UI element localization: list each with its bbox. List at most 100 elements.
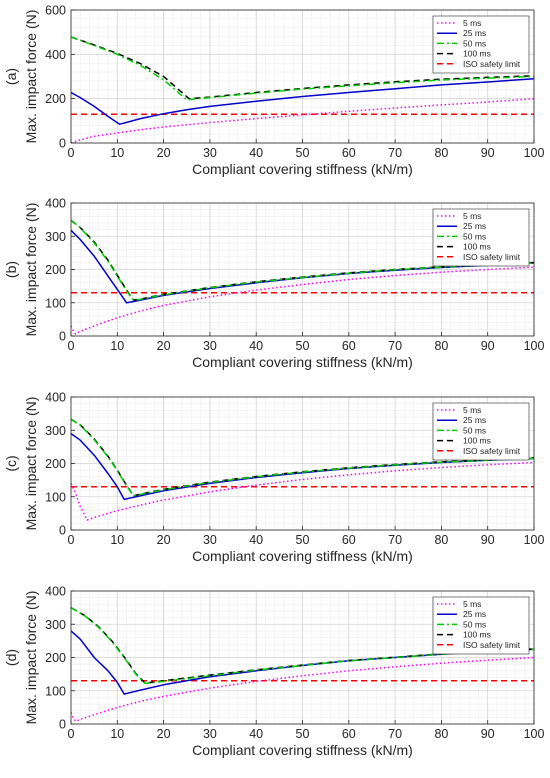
legend-label: 25 ms: [463, 221, 486, 231]
x-tick-label: 60: [342, 146, 356, 160]
y-tick-label: 0: [59, 330, 66, 344]
panel-label: (a): [3, 68, 19, 85]
y-tick-label: 200: [45, 651, 66, 665]
x-tick-label: 70: [388, 339, 402, 353]
legend-label: 100 ms: [463, 436, 491, 446]
series-line-50-ms: [71, 219, 534, 301]
panel-1: 0 10 20 30 40 50 60 70 80 90 100 0 200 400 600 Complian…: [3, 4, 544, 178]
x-tick-label: 40: [249, 727, 263, 741]
legend-label: 25 ms: [463, 28, 486, 38]
panel-label: (b): [3, 261, 19, 278]
panel-label: (d): [3, 649, 19, 666]
x-axis-label: Compliant covering stiffness (kN/m): [192, 354, 413, 370]
x-tick-label: 50: [296, 146, 310, 160]
y-tick-label: 300: [45, 618, 66, 632]
x-tick-label: 0: [68, 339, 75, 353]
x-tick-label: 50: [296, 339, 310, 353]
y-tick-label: 200: [45, 92, 66, 106]
y-tick-label: 200: [45, 457, 66, 471]
panel-3: 0 10 20 30 40 50 60 70 80 90 100 0 100 200 300 400 Compl…: [3, 391, 544, 565]
x-tick-label: 90: [481, 339, 495, 353]
legend-label: 5 ms: [463, 18, 481, 28]
legend-label: 50 ms: [463, 231, 486, 241]
x-tick-label: 80: [434, 533, 448, 547]
y-tick-label: 100: [45, 490, 66, 504]
legend-label: 25 ms: [463, 609, 486, 619]
x-tick-label: 30: [203, 146, 217, 160]
y-tick-label: 400: [45, 585, 66, 599]
legend-label: 50 ms: [463, 619, 486, 629]
x-tick-label: 80: [434, 727, 448, 741]
x-tick-label: 100: [524, 339, 545, 353]
y-tick-label: 400: [45, 48, 66, 62]
x-tick-label: 90: [481, 727, 495, 741]
series-line-50-ms: [71, 418, 534, 497]
legend-label: 5 ms: [463, 599, 481, 609]
x-tick-label: 10: [110, 339, 124, 353]
x-tick-label: 100: [524, 146, 545, 160]
x-tick-label: 30: [203, 533, 217, 547]
y-axis-label: Max. impact force (N): [23, 203, 39, 337]
x-tick-label: 70: [388, 146, 402, 160]
panel-2: 0 10 20 30 40 50 60 70 80 90 100 0 100 200 300 400 Compl…: [3, 197, 544, 371]
y-tick-label: 300: [45, 424, 66, 438]
x-axis-label: Compliant covering stiffness (kN/m): [192, 548, 413, 564]
series-line-50-ms: [71, 606, 534, 685]
y-tick-label: 200: [45, 263, 66, 277]
x-tick-label: 60: [342, 727, 356, 741]
y-tick-label: 300: [45, 230, 66, 244]
y-tick-label: 100: [45, 684, 66, 698]
series-line-25-ms: [71, 77, 534, 125]
x-tick-label: 20: [157, 339, 171, 353]
x-tick-label: 10: [110, 727, 124, 741]
series-line-5-ms: [71, 461, 534, 521]
x-tick-label: 0: [68, 533, 75, 547]
x-tick-label: 60: [342, 339, 356, 353]
x-tick-label: 30: [203, 339, 217, 353]
x-tick-label: 90: [481, 146, 495, 160]
y-axis-label: Max. impact force (N): [23, 10, 39, 144]
legend-label: ISO safety limit: [463, 640, 521, 650]
x-tick-label: 50: [296, 727, 310, 741]
legend-label: 5 ms: [463, 405, 481, 415]
y-tick-label: 400: [45, 391, 66, 405]
panel-4: 0 10 20 30 40 50 60 70 80 90 100 0 100 200 300 400 Compl…: [3, 585, 544, 759]
y-tick-label: 0: [59, 718, 66, 732]
legend-label: 25 ms: [463, 415, 486, 425]
legend-label: 100 ms: [463, 242, 491, 252]
legend-label: 50 ms: [463, 38, 486, 48]
x-tick-label: 70: [388, 533, 402, 547]
y-tick-label: 0: [59, 524, 66, 538]
x-tick-label: 10: [110, 146, 124, 160]
y-axis-label: Max. impact force (N): [23, 397, 39, 531]
grid: [70, 202, 535, 337]
legend-label: ISO safety limit: [463, 446, 521, 456]
y-tick-label: 400: [45, 197, 66, 211]
x-tick-label: 40: [249, 533, 263, 547]
legend-label: 100 ms: [463, 49, 491, 59]
x-tick-label: 0: [68, 727, 75, 741]
x-tick-label: 90: [481, 533, 495, 547]
legend-label: ISO safety limit: [463, 59, 521, 69]
series-line-5-ms: [71, 656, 534, 723]
x-tick-label: 40: [249, 146, 263, 160]
x-axis-label: Compliant covering stiffness (kN/m): [192, 161, 413, 177]
legend-label: 5 ms: [463, 211, 481, 221]
series-line-5-ms: [71, 97, 534, 143]
x-tick-label: 20: [157, 533, 171, 547]
x-tick-label: 70: [388, 727, 402, 741]
x-tick-label: 0: [68, 146, 75, 160]
x-tick-label: 80: [434, 339, 448, 353]
y-axis-label: Max. impact force (N): [23, 591, 39, 725]
x-tick-label: 60: [342, 533, 356, 547]
series-line-100-ms: [71, 36, 534, 100]
y-tick-label: 100: [45, 296, 66, 310]
x-tick-label: 20: [157, 727, 171, 741]
x-tick-label: 10: [110, 533, 124, 547]
x-tick-label: 30: [203, 727, 217, 741]
